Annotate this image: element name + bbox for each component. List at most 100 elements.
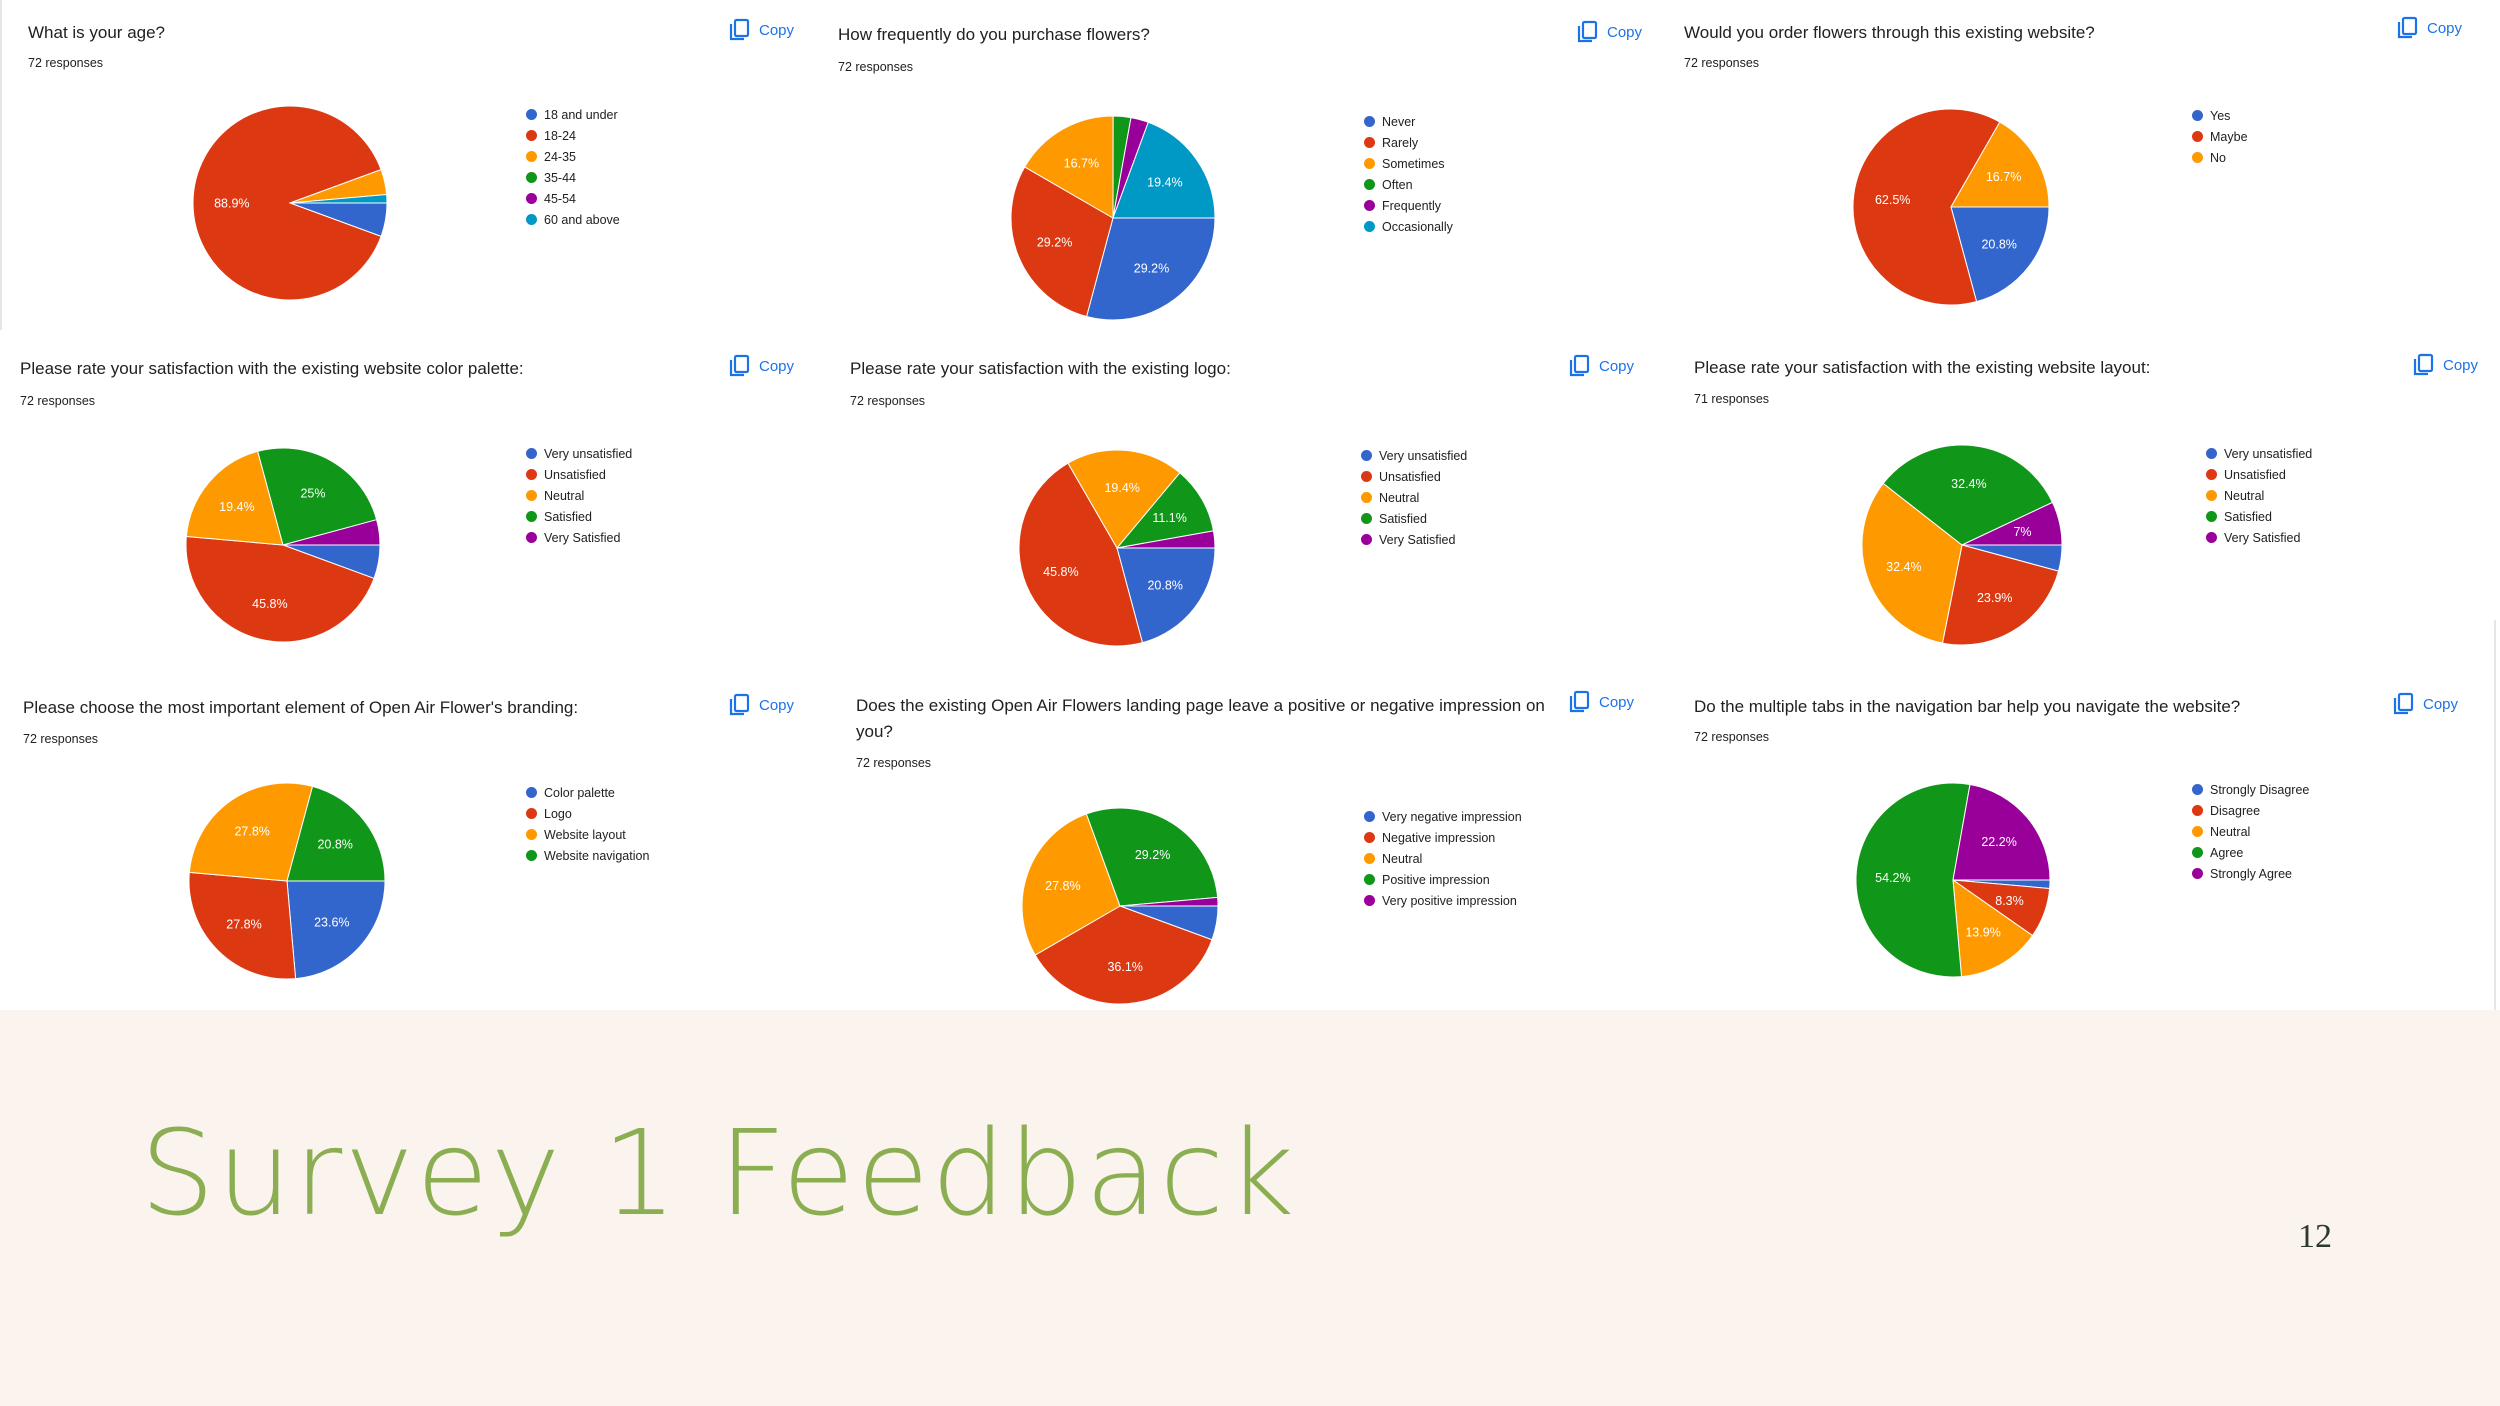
slice-percent-label: 36.1% <box>1107 960 1142 974</box>
legend-item: Very unsatisfied <box>2206 443 2312 464</box>
legend-item: Yes <box>2192 105 2248 126</box>
pie-chart: 88.9% <box>192 105 388 301</box>
legend-item: 60 and above <box>526 209 620 230</box>
response-count: 72 responses <box>28 56 104 70</box>
copy-chart-button[interactable]: Copy <box>1568 354 1634 378</box>
survey-results-area <box>0 0 2500 1010</box>
slice-percent-label: 16.7% <box>1064 157 1099 171</box>
pie-slice <box>1119 896 1219 907</box>
response-count: 72 responses <box>838 60 914 74</box>
legend-label: Website navigation <box>544 848 650 863</box>
pie-slice <box>1024 115 1114 219</box>
copy-chart-button[interactable]: Copy <box>1576 20 1642 44</box>
legend-swatch <box>2192 826 2203 837</box>
legend-swatch <box>1364 853 1375 864</box>
legend-swatch <box>2192 847 2203 858</box>
pie-slice <box>185 450 284 546</box>
copy-icon <box>1576 20 1598 44</box>
page-number: 12 <box>2298 1218 2332 1255</box>
question-title: What is your age? <box>28 23 166 42</box>
question-title: Please choose the most important element… <box>23 698 579 717</box>
pie-slice <box>1116 530 1216 549</box>
chart-legend: Yes Maybe No <box>2192 105 2248 168</box>
legend-label: Disagree <box>2210 803 2261 818</box>
legend-swatch <box>2192 110 2203 121</box>
legend-swatch <box>1364 116 1375 127</box>
copy-chart-button[interactable]: Copy <box>728 18 794 42</box>
legend-swatch <box>526 109 537 120</box>
copy-chart-button[interactable]: Copy <box>2392 692 2458 716</box>
legend-swatch <box>1364 874 1375 885</box>
slice-percent-label: 25% <box>300 486 325 500</box>
pie-slice <box>1861 482 1963 644</box>
pie-slice <box>1882 444 2054 546</box>
pie-chart: 23.6% 27.8% 27.8% 20.8% <box>188 782 386 980</box>
legend-label: Very Satisfied <box>2224 530 2301 545</box>
pie-slice <box>1961 501 2063 546</box>
response-count: 72 responses <box>20 394 96 408</box>
legend-item: Neutral <box>1364 848 1522 869</box>
legend-swatch <box>526 214 537 225</box>
copy-chart-button[interactable]: Copy <box>1568 690 1634 714</box>
slice-percent-label: 20.8% <box>1147 579 1182 593</box>
legend-label: Very unsatisfied <box>2224 446 2313 461</box>
legend-label: Color palette <box>544 785 615 800</box>
legend-swatch <box>2206 490 2217 501</box>
copy-chart-button[interactable]: Copy <box>2412 353 2478 377</box>
legend-swatch <box>2192 805 2203 816</box>
chart-legend: Very negative impression Negative impress… <box>1364 806 1522 911</box>
pie-chart: 20.8% 45.8% 19.4% 11.1% <box>1018 449 1216 647</box>
copy-icon <box>1569 354 1590 377</box>
response-count: 72 responses <box>850 394 926 408</box>
legend-label: Frequently <box>1382 198 1442 213</box>
legend-label: Website layout <box>544 827 626 842</box>
legend-swatch <box>2206 448 2217 459</box>
legend-item: Very Satisfied <box>1361 529 1467 550</box>
pie-slice <box>286 785 386 882</box>
copy-icon <box>728 354 750 378</box>
copy-icon <box>2396 16 2418 40</box>
legend-label: Very unsatisfied <box>544 446 633 461</box>
legend-label: Satisfied <box>2224 509 2272 524</box>
legend-item: Very Satisfied <box>2206 527 2312 548</box>
copy-chart-button[interactable]: Copy <box>728 693 794 717</box>
pie-slice <box>1116 547 1216 644</box>
legend-label: 24-35 <box>544 149 576 164</box>
slice-percent-label: 29.2% <box>1135 848 1170 862</box>
copy-label: Copy <box>759 696 795 714</box>
legend-swatch <box>526 193 537 204</box>
slice-percent-label: 29.2% <box>1037 236 1072 250</box>
legend-item: Satisfied <box>1361 508 1467 529</box>
slice-percent-label: 11.1% <box>1152 511 1187 525</box>
slice-percent-label: 27.8% <box>226 918 261 932</box>
legend-item: Very unsatisfied <box>526 443 632 464</box>
copy-icon <box>1577 20 1598 43</box>
pie-slice <box>192 105 382 301</box>
pie-slice <box>188 782 314 882</box>
copy-chart-button[interactable]: Copy <box>728 354 794 378</box>
pie-slice <box>1852 108 2001 306</box>
legend-label: 35-44 <box>544 170 576 185</box>
pie-slice <box>1950 206 2050 303</box>
legend-item: Very negative impression <box>1364 806 1522 827</box>
legend-label: Maybe <box>2210 129 2248 144</box>
legend-item: Agree <box>2192 842 2309 863</box>
legend-swatch <box>1364 811 1375 822</box>
slice-percent-label: 45.8% <box>1043 565 1078 579</box>
copy-icon <box>2392 692 2414 716</box>
legend-label: No <box>2210 150 2226 165</box>
slice-percent-label: 27.8% <box>1045 879 1080 893</box>
legend-item: Neutral <box>2206 485 2312 506</box>
slice-percent-label: 7% <box>2013 525 2031 539</box>
pie-slice <box>1112 121 1216 219</box>
copy-chart-button[interactable]: Copy <box>2396 16 2462 40</box>
legend-item: Website navigation <box>526 845 649 866</box>
legend-label: Rarely <box>1382 135 1419 150</box>
legend-swatch <box>2192 131 2203 142</box>
legend-swatch <box>2192 868 2203 879</box>
slice-percent-label: 13.9% <box>1965 926 2000 940</box>
copy-icon <box>2412 353 2434 377</box>
panel-divider <box>2494 620 2496 1010</box>
legend-swatch <box>1361 450 1372 461</box>
legend-swatch <box>1364 895 1375 906</box>
